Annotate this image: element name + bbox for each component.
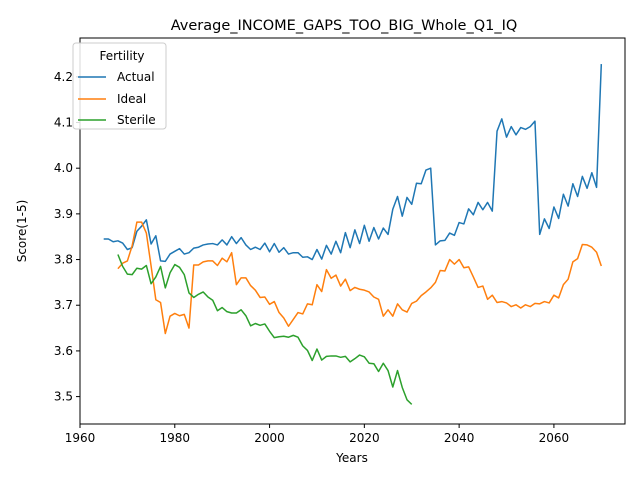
x-tick-label: 2060: [539, 431, 570, 445]
y-tick-label: 3.9: [54, 207, 73, 221]
y-tick-label: 3.7: [54, 298, 73, 312]
x-axis-label: Years: [335, 451, 368, 465]
series-layer: [103, 64, 603, 405]
y-tick-label: 3.5: [54, 390, 73, 404]
series-line-actual: [103, 64, 603, 263]
y-tick-label: 4.2: [54, 70, 73, 84]
legend: Fertility Actual Ideal Sterile: [72, 42, 167, 130]
chart-title: Average_INCOME_GAPS_TOO_BIG_Whole_Q1_IQ: [171, 18, 518, 34]
y-tick-label: 3.8: [54, 253, 73, 267]
legend-label-actual: Actual: [117, 70, 155, 84]
legend-box: [72, 42, 167, 130]
y-axis-label: Score(1-5): [15, 200, 29, 263]
x-tick-label: 1960: [65, 431, 96, 445]
x-tick-label: 1980: [160, 431, 191, 445]
y-tick-label: 4.0: [54, 161, 73, 175]
x-tick-label: 2000: [254, 431, 285, 445]
legend-label-sterile: Sterile: [117, 113, 156, 127]
x-tick-label: 2040: [444, 431, 475, 445]
y-tick-label: 3.6: [54, 344, 73, 358]
legend-label-ideal: Ideal: [117, 92, 146, 106]
x-axis-ticks: 1960 1980 2000 2020 2040 2060: [65, 424, 569, 445]
legend-title: Fertility: [99, 49, 144, 63]
series-line-ideal: [117, 221, 603, 335]
series-line-sterile: [117, 254, 413, 405]
y-axis-ticks: 3.5 3.6 3.7 3.8 3.9 4.0 4.1 4.2: [54, 70, 80, 404]
x-tick-label: 2020: [349, 431, 380, 445]
plot-frame: [79, 37, 626, 425]
y-tick-label: 4.1: [54, 116, 73, 130]
